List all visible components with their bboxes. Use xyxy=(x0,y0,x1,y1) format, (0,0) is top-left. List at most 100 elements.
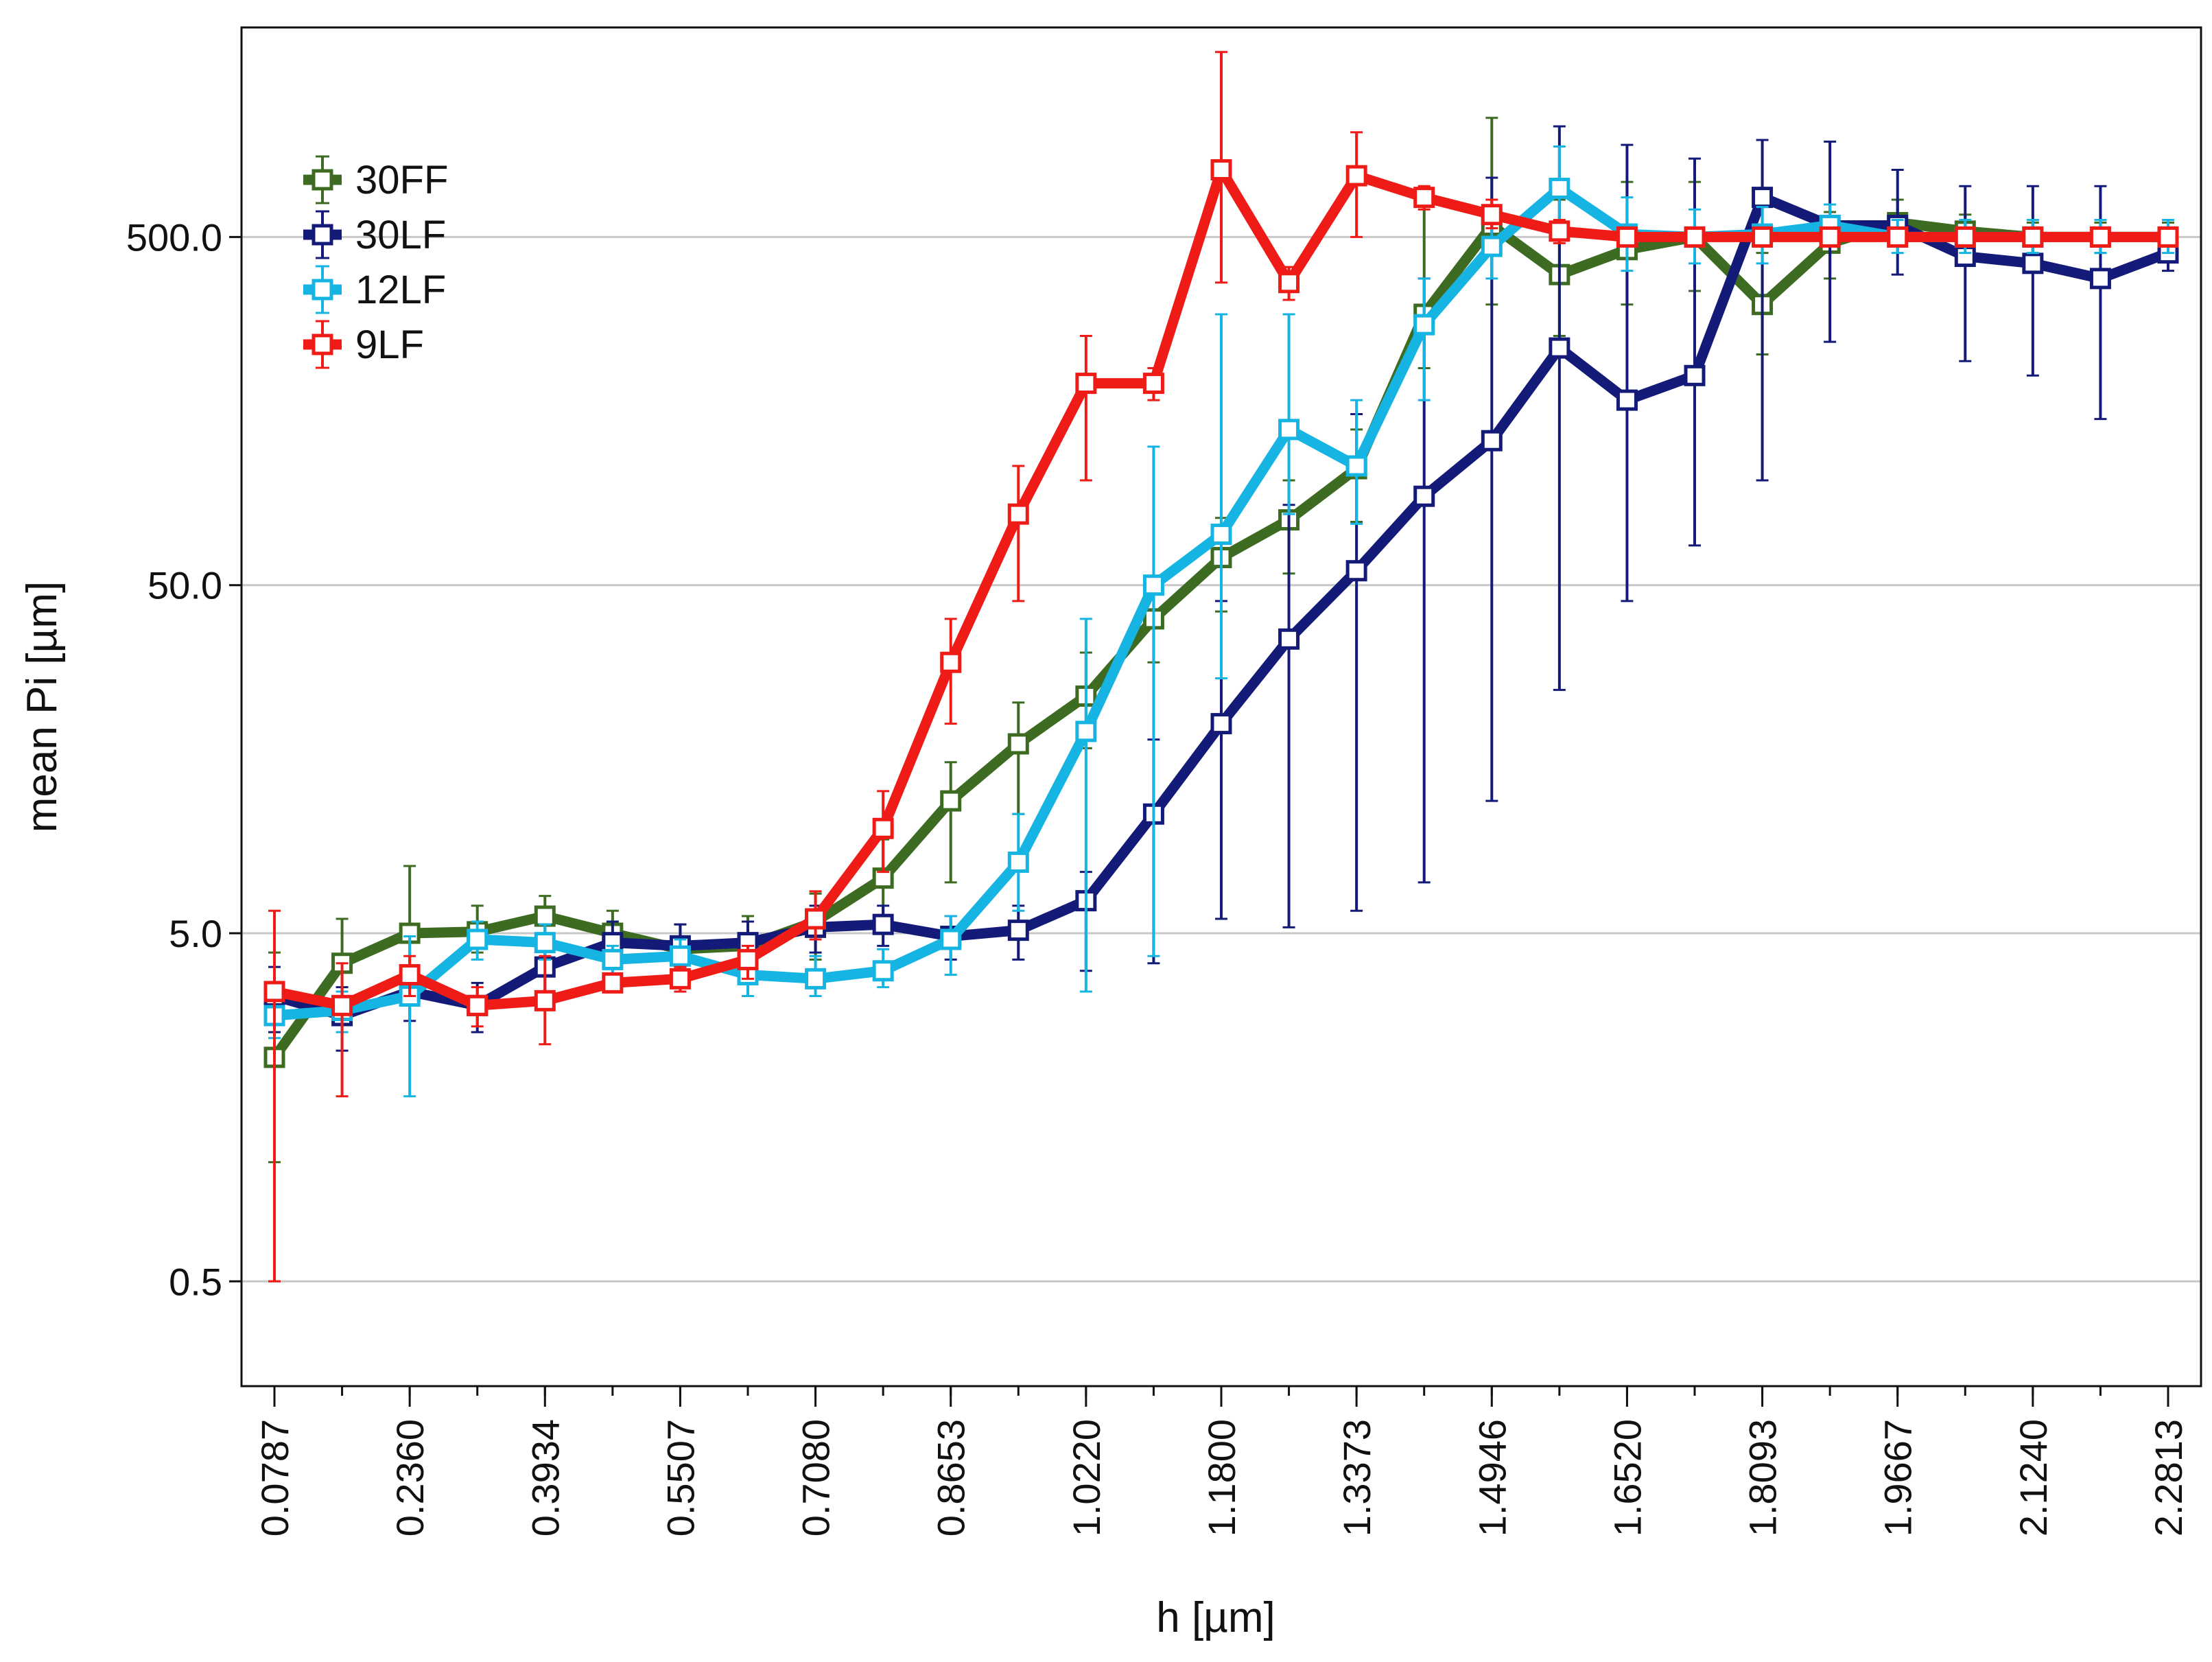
data-point xyxy=(805,968,827,990)
series-9LF xyxy=(263,51,2179,1283)
data-point xyxy=(2022,226,2044,248)
data-point xyxy=(1549,337,1570,359)
legend-marker xyxy=(311,279,333,301)
data-point xyxy=(602,948,624,970)
data-point xyxy=(1007,920,1029,941)
data-point xyxy=(1481,430,1503,452)
data-point xyxy=(1616,226,1638,248)
x-tick-label: 1.9667 xyxy=(1876,1419,1920,1536)
legend: 30FF 30LF 12LF 9LF xyxy=(303,155,448,369)
legend-item-30LF: 30LF xyxy=(303,210,446,259)
x-tick-label: 2.1240 xyxy=(2012,1419,2055,1536)
legend-label: 30FF xyxy=(355,158,448,202)
x-tick-label: 0.3934 xyxy=(523,1419,567,1536)
series-layer xyxy=(263,51,2179,1283)
data-point xyxy=(1549,220,1570,242)
data-point xyxy=(399,963,421,985)
data-point xyxy=(1007,503,1029,525)
data-point xyxy=(1481,235,1503,257)
data-point xyxy=(1345,165,1367,187)
x-tick-label: 0.7080 xyxy=(795,1419,838,1536)
x-axis: 0.0787 0.2360 0.3934 0.5507 0.7080 0.8653 1.02… xyxy=(253,1386,2190,1536)
x-tick-label: 0.2360 xyxy=(388,1419,432,1536)
data-point xyxy=(872,817,894,839)
x-tick-label: 2.2813 xyxy=(2147,1419,2190,1536)
y-tick-label: 500.0 xyxy=(126,215,222,259)
data-point xyxy=(1887,226,1909,248)
legend-label: 9LF xyxy=(355,323,424,367)
data-point xyxy=(1549,177,1570,199)
data-point xyxy=(1278,628,1300,650)
x-tick-label: 0.0787 xyxy=(253,1419,296,1536)
data-point xyxy=(805,908,827,930)
data-point xyxy=(1142,574,1164,596)
data-point xyxy=(1007,851,1029,873)
x-tick-label: 1.8093 xyxy=(1741,1419,1785,1536)
data-point xyxy=(872,913,894,935)
data-point xyxy=(1345,455,1367,477)
data-point xyxy=(331,994,353,1016)
data-point xyxy=(1142,373,1164,395)
data-point xyxy=(1210,713,1232,735)
data-point xyxy=(1210,159,1232,180)
data-point xyxy=(534,990,556,1011)
data-point xyxy=(2022,253,2044,274)
data-point xyxy=(1481,204,1503,226)
y-axis-title: mean Pi [µm] xyxy=(19,581,66,833)
data-point xyxy=(1819,226,1841,248)
data-point xyxy=(940,790,962,812)
data-point xyxy=(1075,721,1097,742)
data-point xyxy=(872,960,894,982)
legend-item-30FF: 30FF xyxy=(303,155,448,204)
data-point xyxy=(940,928,962,950)
data-point xyxy=(940,651,962,673)
data-point xyxy=(263,981,285,1003)
x-tick-label: 1.6520 xyxy=(1605,1419,1649,1536)
data-point xyxy=(669,945,691,967)
x-tick-label: 1.4946 xyxy=(1470,1419,1514,1536)
data-point xyxy=(602,972,624,994)
data-point xyxy=(1210,524,1232,546)
legend-item-12LF: 12LF xyxy=(303,265,446,314)
data-point xyxy=(2089,268,2111,290)
data-point xyxy=(1413,314,1435,336)
data-point xyxy=(2089,226,2111,248)
data-point xyxy=(669,968,691,990)
data-point xyxy=(1752,226,1774,248)
data-point xyxy=(1616,389,1638,411)
data-point xyxy=(737,948,759,970)
data-point xyxy=(1684,364,1706,386)
data-point xyxy=(1954,226,1976,248)
legend-label: 30LF xyxy=(355,213,446,257)
data-point xyxy=(1413,485,1435,507)
data-point xyxy=(1075,373,1097,395)
y-tick-label: 50.0 xyxy=(148,564,222,607)
x-tick-label: 1.0220 xyxy=(1065,1419,1108,1536)
data-point xyxy=(534,932,556,954)
legend-marker xyxy=(311,333,333,355)
data-point xyxy=(1752,187,1774,209)
legend-item-9LF: 9LF xyxy=(303,320,424,369)
data-point xyxy=(2157,226,2179,248)
data-point xyxy=(467,994,489,1016)
x-axis-title: h [µm] xyxy=(1156,1594,1275,1641)
x-tick-label: 1.1800 xyxy=(1200,1419,1243,1536)
y-axis: 0.5 5.0 50.0 500.0 xyxy=(126,215,242,1303)
legend-marker xyxy=(311,169,333,191)
data-point xyxy=(1278,272,1300,294)
data-point xyxy=(1345,560,1367,582)
data-point xyxy=(1278,419,1300,441)
y-tick-label: 5.0 xyxy=(169,912,222,955)
data-point xyxy=(1684,226,1706,248)
data-point xyxy=(1413,187,1435,209)
legend-label: 12LF xyxy=(355,268,446,312)
x-tick-label: 0.8653 xyxy=(930,1419,973,1536)
data-point xyxy=(467,928,489,950)
x-tick-label: 1.3373 xyxy=(1335,1419,1378,1536)
y-tick-label: 0.5 xyxy=(169,1260,222,1303)
data-point xyxy=(1007,733,1029,755)
legend-marker xyxy=(311,224,333,246)
data-point xyxy=(534,905,556,927)
